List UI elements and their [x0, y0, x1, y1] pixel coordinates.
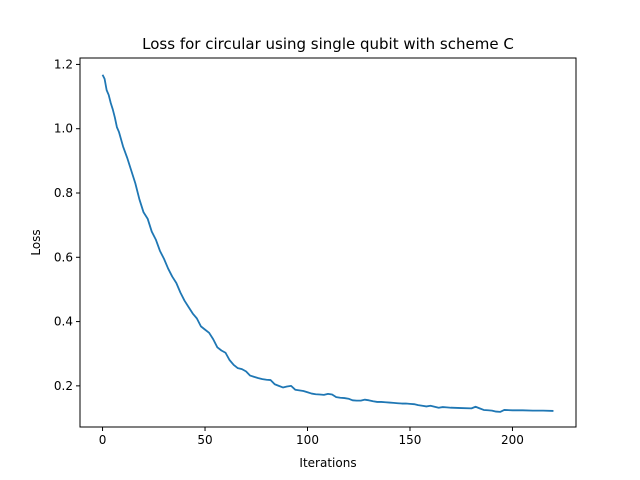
x-tick-label: 150 — [399, 433, 422, 447]
y-tick-label: 0.4 — [54, 315, 73, 329]
y-tick-label: 0.2 — [54, 379, 73, 393]
y-tick-label: 0.6 — [54, 250, 73, 264]
x-tick-label: 50 — [197, 433, 212, 447]
x-tick-label: 0 — [99, 433, 107, 447]
y-tick-label: 1.0 — [54, 122, 73, 136]
y-axis-label: Loss — [29, 229, 43, 255]
x-tick-label: 100 — [296, 433, 319, 447]
x-axis-label: Iterations — [299, 456, 356, 470]
axes-frame — [79, 57, 577, 428]
loss-series-line — [101, 74, 554, 413]
y-tick-label: 1.2 — [54, 57, 73, 71]
x-tick-label: 200 — [501, 433, 524, 447]
chart-title: Loss for circular using single qubit wit… — [142, 35, 514, 53]
y-tick-label: 0.8 — [54, 186, 73, 200]
